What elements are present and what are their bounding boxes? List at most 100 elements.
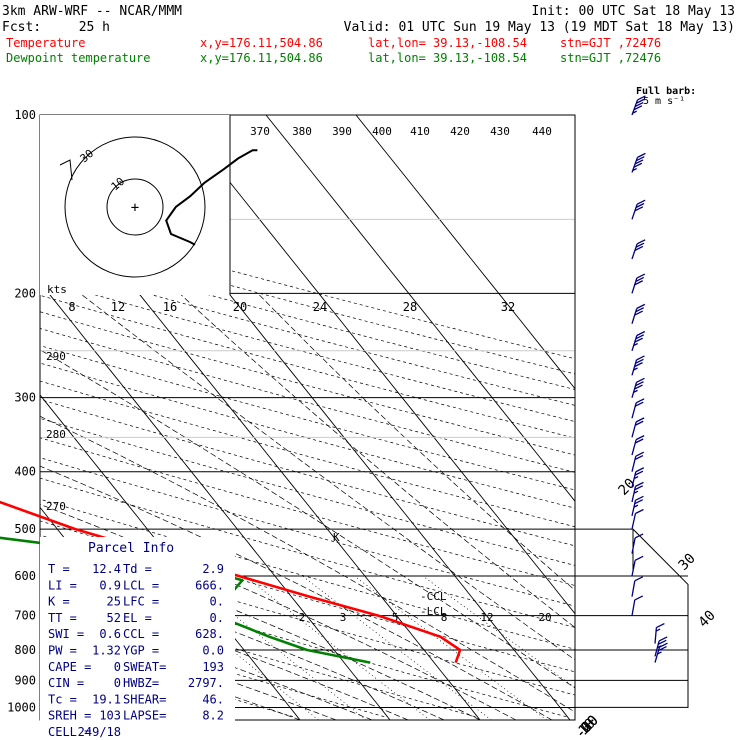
wind-barb [631,239,646,260]
isotherm-line [355,115,575,390]
wind-barb [631,451,645,472]
temp-stn: stn=GJT ,72476 [560,36,661,50]
hodograph-trace [165,149,258,246]
init-time: Init: 00 UTC Sat 18 May 13 [532,4,736,19]
ccl-annotation: -CCL [420,590,447,603]
barb-flag [634,101,644,108]
parcel-info-box: Parcel Info T = 12.4 Td = 2.9 LI = 0.9 LCL = 66… [40,537,235,739]
barb-flag [635,398,645,404]
barb-flag [635,435,645,441]
barb-flag [635,508,644,515]
parcel-info-cell: 46. [202,692,224,706]
moist-adiabat-line [40,349,575,689]
parcel-info-cell: 19.1 [92,692,121,706]
thetae-label: 16 [163,300,177,314]
wind-barb [631,467,645,488]
theta-label: 380 [292,125,312,138]
barb-flag [635,417,645,423]
barb-flag [634,337,643,343]
parcel-info-cell: TT = [48,611,77,625]
pressure-tick-label: 600 [14,569,36,583]
wind-barb [631,199,646,220]
pressure-tick-label: 200 [14,286,36,300]
parcel-info-cell: 25 [107,595,121,609]
barb-flag [633,105,643,111]
dry-adiabat-line [40,477,575,628]
barb-staff [631,277,638,294]
barb-flag [635,334,645,340]
background-lines [0,115,575,720]
parcel-info-cell: 1.32 [92,644,121,658]
barb-flag [634,310,643,316]
barb-flag [635,467,645,473]
theta-label: 420 [450,125,470,138]
parcel-info-cell: 0. [210,611,224,625]
wind-barb [631,481,644,503]
barb-flag [634,401,644,407]
barb-flag [659,642,668,648]
lcl-annotation: -LCL [420,605,447,618]
barb-flag [635,451,645,457]
barb-flag [635,156,645,162]
barb-staff [631,560,636,577]
dry-adiabat-line [40,418,575,566]
barb-half-flag [633,389,638,393]
hodograph-background [40,115,230,295]
parcel-info-cell: 2797. [188,676,224,690]
barb-flag [636,330,646,337]
barb-flag [634,555,644,561]
theta-label: 400 [372,125,392,138]
parcel-info-cell: Tc = [48,692,77,706]
parcel-info-title: Parcel Info [88,541,174,556]
parcel-info-cell: CCL = [123,627,159,641]
isotherm-label: 30 [676,551,699,574]
parcel-info-cell: 249/18 [78,725,121,739]
pressure-tick-label: 800 [14,643,36,657]
barb-staff [631,243,638,260]
barb-flag [635,381,644,387]
wind-barb [631,398,645,419]
barb-half-flag [633,475,639,480]
barb-flag [634,420,644,426]
barb-flag [636,355,645,361]
hodograph-units: kts [47,283,67,296]
theta-label: 370 [250,125,270,138]
isotherm-line [40,281,391,720]
parcel-info-cell: 12.4 [92,562,121,576]
parcel-info-cell: LAPSE= [123,709,166,723]
parcel-info-cell: CELL = [48,725,91,739]
barb-staff [631,335,638,351]
moist-adiabat-line [40,534,481,720]
barb-flag [634,470,644,476]
barb-flag [636,303,646,309]
wind-barb [631,576,644,597]
parcel-info-cell: SWEAT= [123,660,166,674]
barb-flag [636,239,646,245]
dry-adiabat-line [40,498,575,650]
moist-adiabat-line [40,598,373,720]
moist-adiabat-line [257,293,575,591]
barb-flag [658,646,667,652]
barb-flag [635,495,644,501]
barb-staff [631,308,638,324]
parcel-info-cell: LCL = [123,578,159,592]
barb-half-flag [657,651,662,655]
dry-adiabat-line [40,311,575,456]
barb-staff [631,599,636,616]
parcel-info-cell: T = [48,562,70,576]
pressure-tick-label: 100 [14,108,36,122]
dry-adiabat-line [40,589,479,718]
barb-flag [635,481,644,487]
isotherm-line [175,115,575,615]
theta-label: 390 [332,125,352,138]
parcel-info-cell: SHEAR= [123,692,166,706]
barb-flag [636,273,646,279]
mixing-ratio-label: 8 [441,611,448,624]
dry-adiabat-line [0,115,23,718]
hodograph-ring [64,136,206,278]
parcel-info-cell: 2.9 [202,562,224,576]
thetae-label: 8 [68,300,75,314]
isotherm-line [265,115,575,502]
